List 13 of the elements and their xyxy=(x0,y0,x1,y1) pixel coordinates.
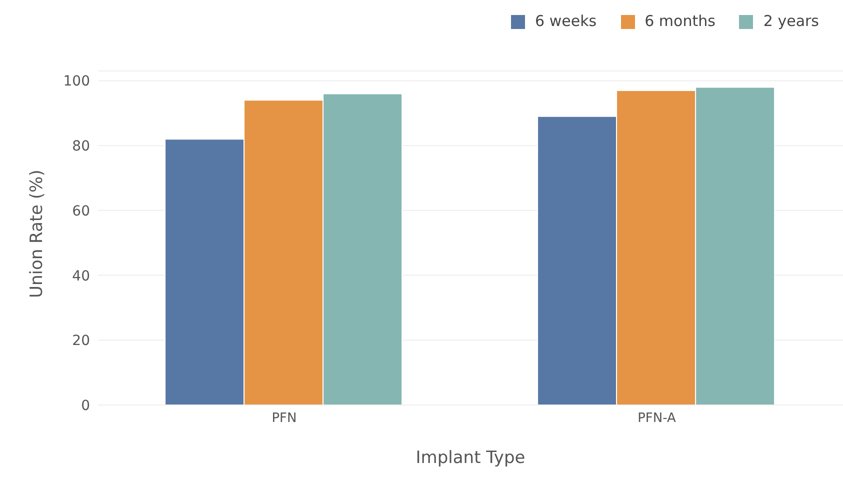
y-tick-label: 40 xyxy=(72,268,90,284)
y-tick-label: 0 xyxy=(81,398,90,414)
x-tick-label: PFN xyxy=(272,411,297,426)
x-axis-title: Implant Type xyxy=(416,448,526,468)
legend-label: 2 years xyxy=(763,12,819,30)
legend-label: 6 months xyxy=(644,12,716,30)
x-tick-label: PFN-A xyxy=(638,411,676,426)
y-tick-label: 80 xyxy=(72,138,90,155)
y-tick-label: 100 xyxy=(63,74,90,90)
y-tick-label: 20 xyxy=(72,333,90,350)
y-axis-title: Union Rate (%) xyxy=(27,170,48,298)
legend-label: 6 weeks xyxy=(535,12,597,30)
y-tick-label: 60 xyxy=(72,203,90,220)
